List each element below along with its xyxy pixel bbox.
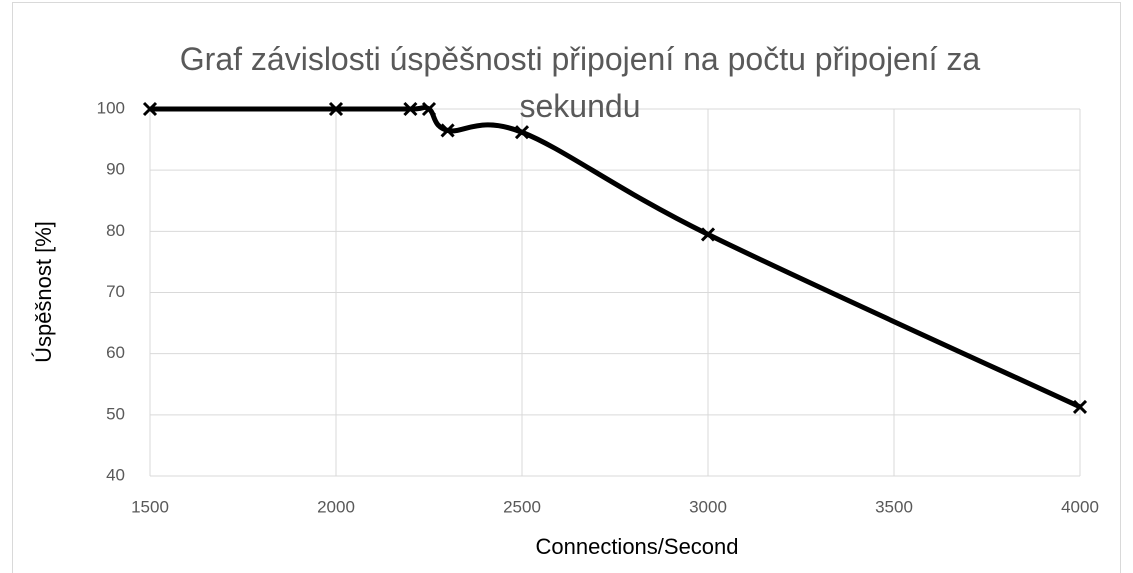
x-tick-label: 2500 xyxy=(503,497,541,516)
marker xyxy=(700,227,716,242)
x-tick-label: 3000 xyxy=(689,497,727,516)
y-tick-label: 100 xyxy=(97,98,125,117)
marker xyxy=(1072,399,1088,414)
x-axis-label: Connections/Second xyxy=(535,534,738,559)
y-axis-label: Úspěšnost [%] xyxy=(31,221,56,363)
marker xyxy=(514,125,530,140)
marker xyxy=(403,101,418,117)
marker xyxy=(328,101,344,117)
y-tick-label: 60 xyxy=(106,343,125,362)
line xyxy=(150,104,1082,410)
x-tick-label: 2000 xyxy=(317,497,355,516)
y-tick-label: 70 xyxy=(106,282,125,301)
y-tick-label: 50 xyxy=(106,404,125,423)
y-tick-label: 80 xyxy=(106,221,125,240)
chart-title: Graf závislosti úspěšnosti připojení na … xyxy=(179,41,981,124)
marker xyxy=(142,101,158,117)
y-tick-label: 90 xyxy=(106,160,125,179)
x-tick-label: 3500 xyxy=(875,497,913,516)
marker xyxy=(421,101,437,117)
x-tick-label: 4000 xyxy=(1061,497,1099,516)
chart-border xyxy=(12,2,1121,573)
y-tick-label: 40 xyxy=(106,465,125,484)
x-tick-label: 1500 xyxy=(131,497,169,516)
marker xyxy=(440,123,455,138)
